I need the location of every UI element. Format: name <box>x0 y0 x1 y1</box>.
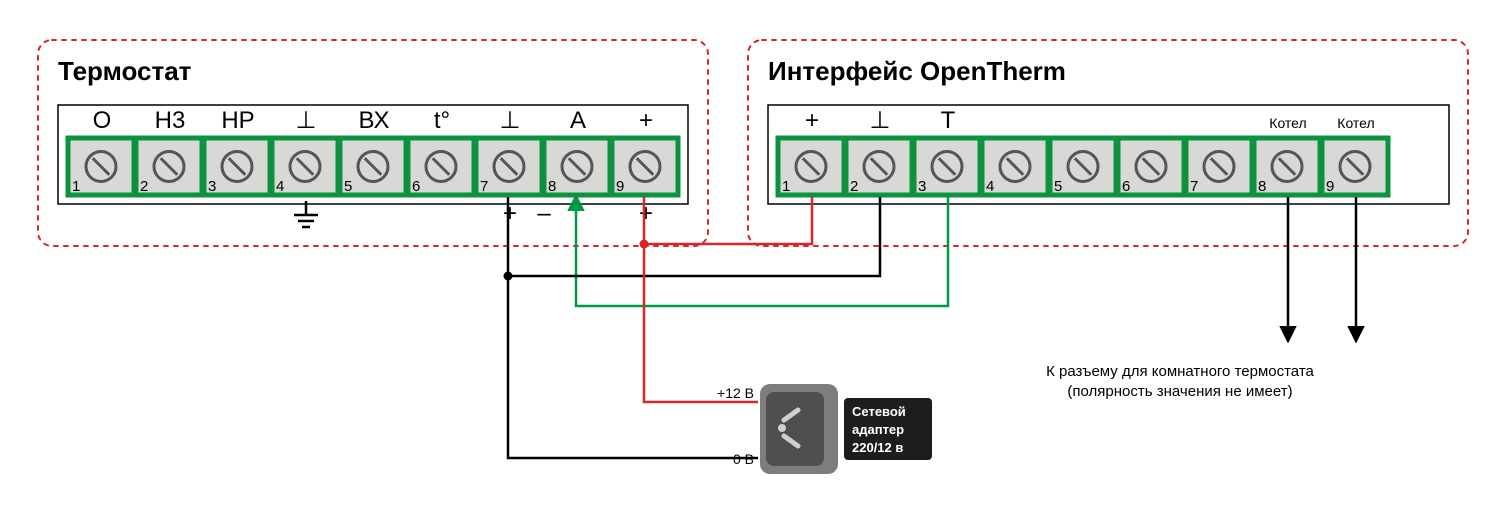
terminal-number: 3 <box>208 178 216 195</box>
terminal-label: О <box>93 107 112 134</box>
terminal-number: 9 <box>1326 178 1334 195</box>
wire <box>644 244 758 402</box>
terminal-label: А <box>570 107 586 134</box>
terminal-7: 7 <box>1186 138 1252 195</box>
terminal-label: Т <box>941 107 956 134</box>
terminal-label: Котел <box>1269 115 1306 131</box>
terminal-number: 1 <box>782 178 790 195</box>
terminal-number: 5 <box>1054 178 1062 195</box>
block-title: Интерфейс OpenTherm <box>768 56 1066 86</box>
junction-dot <box>640 240 649 249</box>
terminal-label: + <box>639 107 653 134</box>
terminal-number: 4 <box>276 178 284 195</box>
terminal-label: ⊥ <box>870 107 891 134</box>
ground-icon <box>294 201 318 227</box>
terminal-number: 7 <box>480 178 488 195</box>
svg-text:Сетевой: Сетевой <box>852 404 906 419</box>
terminal-label: Котел <box>1337 115 1374 131</box>
footnote-line: (полярность значения не имеет) <box>1067 383 1292 400</box>
terminal-label: t° <box>434 107 450 134</box>
adapter-label: Сетевой адаптер 220/12 в <box>844 398 932 460</box>
terminal-4: 4 <box>982 138 1048 195</box>
terminal-number: 4 <box>986 178 994 195</box>
terminal-number: 1 <box>72 178 80 195</box>
terminal-number: 6 <box>412 178 420 195</box>
adapter-plus-label: +12 В <box>717 385 754 401</box>
terminal-label: НР <box>221 107 254 134</box>
terminal-number: 2 <box>140 178 148 195</box>
junction-dot <box>504 272 513 281</box>
svg-text:адаптер: адаптер <box>852 422 904 437</box>
wire <box>576 197 948 306</box>
terminal-label: ⊥ <box>296 107 317 134</box>
terminal-number: 3 <box>918 178 926 195</box>
terminal-number: 8 <box>548 178 556 195</box>
terminal-label: + <box>805 107 819 134</box>
wire <box>508 197 880 276</box>
polarity-label: + <box>503 200 517 227</box>
terminal-number: 6 <box>1122 178 1130 195</box>
svg-text:220/12 в: 220/12 в <box>852 440 903 455</box>
polarity-label: – <box>537 200 551 227</box>
terminal-number: 7 <box>1190 178 1198 195</box>
terminal-5: 5 <box>1050 138 1116 195</box>
terminal-number: 2 <box>850 178 858 195</box>
polarity-label: + <box>639 200 653 227</box>
footnote-line: К разъему для комнатного термостата <box>1046 363 1314 380</box>
wire <box>508 276 758 458</box>
terminal-number: 9 <box>616 178 624 195</box>
terminal-label: ВХ <box>359 107 390 134</box>
terminal-number: 8 <box>1258 178 1266 195</box>
terminal-6: 6 <box>1118 138 1184 195</box>
terminal-label: Н3 <box>155 107 186 134</box>
terminal-label: ⊥ <box>500 107 521 134</box>
terminal-number: 5 <box>344 178 352 195</box>
adapter-minus-label: 0 В <box>733 451 754 467</box>
power-adapter: Сетевой адаптер 220/12 в <box>760 384 932 474</box>
block-title: Термостат <box>58 56 192 86</box>
